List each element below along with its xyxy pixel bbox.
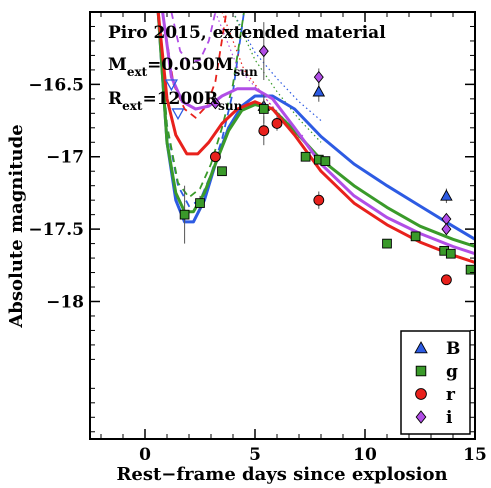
- y-tick-label: −16.5: [28, 75, 84, 95]
- data-point-i: [313, 70, 324, 84]
- x-tick-label: 0: [139, 445, 151, 465]
- x-tick-label: 10: [353, 445, 377, 465]
- data-point-g: [320, 156, 331, 166]
- total-curve-g: [156, 12, 475, 248]
- legend-marker-g: [415, 365, 427, 377]
- data-point-g: [410, 231, 421, 242]
- data-point-g: [465, 264, 475, 275]
- data-point-g: [258, 104, 269, 114]
- data-point-B: [171, 108, 185, 121]
- legend-marker-B: [414, 341, 428, 354]
- cooling-curve-g: [157, 12, 245, 199]
- data-point-B: [440, 189, 453, 201]
- model-curves: [156, 12, 475, 264]
- data-point-r: [209, 151, 221, 163]
- legend-marker-r: [415, 388, 427, 400]
- legend-label-r: r: [446, 385, 456, 405]
- x-axis-label: Rest−frame days since explosion: [116, 464, 447, 485]
- annotation-block: Piro 2015, extended material Mext=0.050M…: [108, 23, 386, 113]
- data-point-B: [312, 85, 326, 97]
- data-point-g: [179, 209, 190, 220]
- data-point-g: [217, 166, 227, 177]
- y-tick-label: −17: [46, 148, 84, 168]
- nickel-curve-B: [232, 12, 322, 122]
- observed-points: [164, 22, 475, 286]
- data-point-g: [195, 198, 205, 208]
- data-point-B: [164, 79, 179, 92]
- data-point-r: [313, 194, 325, 206]
- x-tick-label: 5: [249, 445, 261, 465]
- data-point-g: [382, 238, 392, 249]
- y-tick-label: −18: [46, 292, 84, 312]
- total-curve-B: [156, 12, 475, 241]
- legend-label-i: i: [446, 408, 453, 428]
- cooling-curve-i: [170, 12, 217, 64]
- data-point-g: [445, 248, 456, 259]
- data-point-r: [258, 125, 270, 137]
- plot-frame: [89, 11, 476, 440]
- data-point-i: [210, 96, 221, 110]
- total-curve-i: [161, 12, 475, 256]
- legend-marker-i: [415, 410, 427, 424]
- legend-label-B: B: [446, 339, 460, 359]
- annotation-radius: Rext=1200Rsun: [108, 89, 243, 113]
- data-point-r: [271, 118, 283, 129]
- x-tick-label: 15: [463, 445, 487, 465]
- data-point-i: [258, 44, 269, 58]
- data-point-r: [440, 274, 452, 286]
- legend-label-g: g: [446, 362, 458, 382]
- data-point-g: [300, 151, 311, 162]
- y-tick-label: −17.5: [28, 220, 84, 240]
- nickel-curve-g: [232, 12, 322, 143]
- legend-box: [400, 330, 471, 435]
- total-curve-r: [156, 12, 475, 264]
- axis-ticks: 0 5 10 15 −16.5 −17 −17.5 −18: [28, 12, 487, 465]
- y-axis-label: Absolute magnitude: [6, 124, 27, 328]
- data-point-i: [441, 222, 452, 236]
- annotation-mass: Mext=0.050Msun: [108, 55, 258, 79]
- annotation-title: Piro 2015, extended material: [108, 23, 386, 43]
